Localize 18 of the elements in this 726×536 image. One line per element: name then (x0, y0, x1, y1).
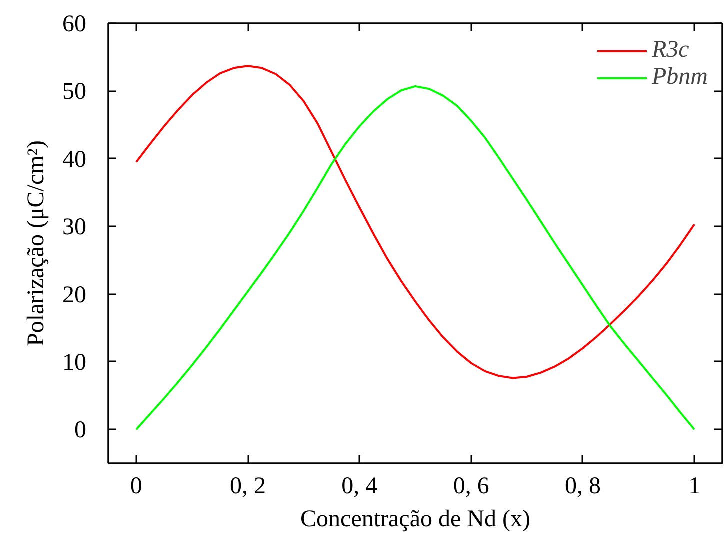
x-tick-label: 0, 4 (342, 474, 378, 500)
y-tick-label: 50 (62, 79, 86, 106)
x-tick-label: 0, 6 (453, 474, 490, 500)
y-tick-label: 40 (62, 146, 86, 173)
x-tick-label: 1 (688, 474, 701, 500)
x-tick-label: 0, 2 (230, 474, 266, 500)
legend-label: Pbnm (652, 64, 708, 91)
y-tick-label: 10 (62, 350, 86, 376)
x-tick-label: 0, 8 (564, 474, 601, 500)
x-tick-label: 0 (130, 474, 142, 500)
y-axis-title: Polarização (μC/cm²) (24, 140, 50, 346)
y-tick-label: 20 (62, 282, 86, 308)
y-tick-label: 60 (62, 12, 86, 38)
line-series (135, 85, 696, 431)
y-tick-label: 30 (62, 214, 86, 241)
x-axis-title: Concentração de Nd (x) (300, 506, 530, 532)
y-tick-label: 0 (74, 418, 86, 444)
legend-label: R3c (652, 37, 690, 64)
